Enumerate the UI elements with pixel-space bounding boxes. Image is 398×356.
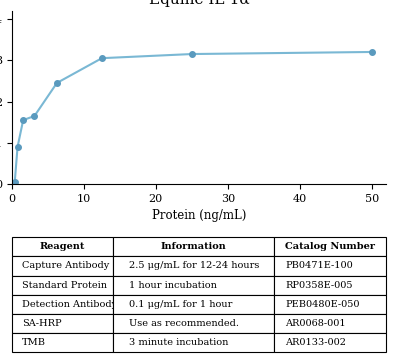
Title: Equine IL-1α: Equine IL-1α xyxy=(149,0,249,7)
X-axis label: Protein (ng/mL): Protein (ng/mL) xyxy=(152,209,246,222)
